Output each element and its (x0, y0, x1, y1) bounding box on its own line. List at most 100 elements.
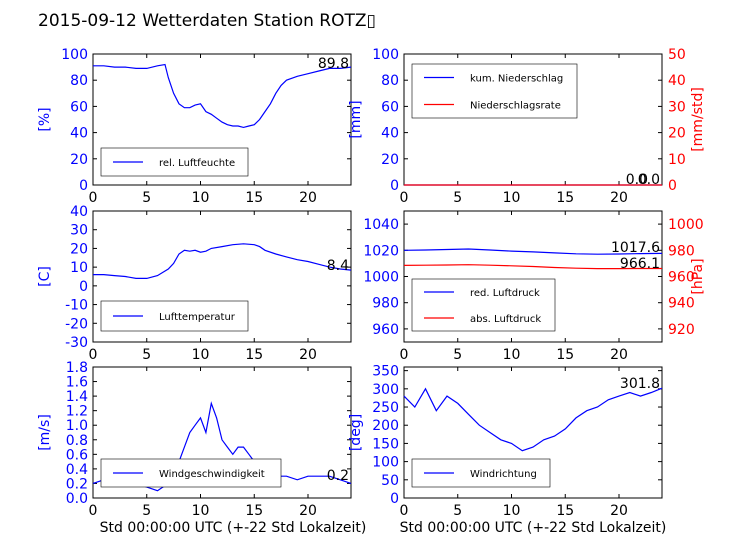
y-tick-label: 150 (372, 436, 399, 452)
panel-windspeed: 0 5 10 15 200.00.20.40.60.81.01.21.41.61.8[m… (37, 360, 352, 519)
axes-frame-winddirection (403, 366, 663, 499)
y-tick-label: 50 (381, 473, 399, 489)
y-right-tick-label: 20 (668, 126, 686, 142)
y-tick-label: 80 (70, 73, 88, 89)
y-tick-label: 40 (70, 204, 88, 220)
y-tick-label: 1040 (363, 217, 399, 233)
y-tick-label: 40 (381, 126, 399, 142)
x-tick-label: 15 (245, 503, 263, 519)
x-tick-label: 10 (192, 503, 210, 519)
y-tick-label: 0.2 (66, 476, 88, 492)
y-tick-label: 0.0 (66, 491, 88, 507)
y-tick-label: 1.8 (66, 360, 88, 376)
x-tick-label: 15 (556, 190, 574, 206)
x-tick-label: 5 (453, 503, 462, 519)
y-tick-label: 100 (61, 47, 88, 63)
panel-temperature: 0 5 10 15 20 -30 -20 -10 0 10 20 30 40 [C] Lufttempera… (37, 204, 352, 363)
legend-label: kum. Niederschlag (470, 74, 563, 85)
panel-winddirection: 0 5 10 15 20050100150200250300350[deg]Windri… (348, 364, 663, 519)
y-tick-label: 30 (70, 223, 88, 239)
x-tick-label: 10 (192, 190, 210, 206)
y-right-tick-label: 0 (668, 178, 677, 194)
y-axis-label: [mm] (348, 100, 364, 138)
x-tick-label: 0 (89, 503, 98, 519)
axes-frame-windspeed (92, 366, 352, 499)
y-right-tick-label: 980 (668, 243, 695, 259)
y-tick-label: 80 (381, 73, 399, 89)
y-tick-label: 60 (70, 99, 88, 115)
x-tick-label: 15 (245, 347, 263, 363)
last-value-annotation: 0.0 (638, 172, 660, 188)
x-tick-label: 0 (400, 347, 409, 363)
legend-box (411, 63, 578, 119)
x-tick-label: 0 (400, 503, 409, 519)
legend-label: Niederschlagsrate (470, 101, 561, 112)
legend-winddirection: Windrichtung (411, 458, 551, 488)
last-value-annotation: 1017.6 (611, 240, 660, 256)
y-tick-label: 60 (381, 99, 399, 115)
x-tick-label: 5 (453, 347, 462, 363)
x-tick-label: 20 (299, 503, 317, 519)
legend-humidity: rel. Luftfeuchte (100, 147, 249, 177)
y-tick-label: 0.8 (66, 433, 88, 449)
x-tick-label: 10 (503, 190, 521, 206)
y-tick-label: 0.6 (66, 447, 88, 463)
y-tick-label: 0 (390, 491, 399, 507)
x-tick-label: 15 (556, 503, 574, 519)
legend-label: abs. Luftdruck (470, 314, 541, 325)
panel-humidity: 0 5 10 15 20 0 20 40 60 80 100 [%] rel. Luftfeuchte 8… (37, 47, 352, 206)
y-axis-label: [deg] (348, 414, 364, 451)
y-tick-label: 10 (70, 260, 88, 276)
legend-label: Windgeschwindigkeit (159, 469, 265, 480)
y-right-tick-label: 40 (668, 73, 686, 89)
x-tick-label: 15 (245, 190, 263, 206)
panel-precipitation: 0 5 10 15 20 0 20 40 60 80 100 0 10 20 30 40 50 [mm/std] [… (348, 47, 706, 206)
y-tick-label: 20 (381, 152, 399, 168)
y-tick-label: 200 (372, 418, 399, 434)
last-value-annotation: 0.0 (626, 172, 648, 188)
y-tick-label: 20 (70, 241, 88, 257)
y-tick-label: 980 (372, 296, 399, 312)
legend-label: rel. Luftfeuchte (159, 158, 235, 169)
y-right-axis-label: [hPa] (690, 258, 706, 294)
axes-frame-temperature (92, 210, 352, 343)
y-tick-label: 20 (70, 152, 88, 168)
y-tick-label: 1000 (363, 270, 399, 286)
y-tick-label: 1.0 (66, 418, 88, 434)
x-tick-label: 5 (142, 503, 151, 519)
y-right-tick-label: 960 (668, 270, 695, 286)
series-line-Windrichtung (403, 387, 663, 452)
x-tick-label: 5 (453, 190, 462, 206)
x-tick-label: 10 (503, 347, 521, 363)
series-line-rel. Luftfeuchte (93, 63, 352, 129)
last-value-annotation: 8.4 (327, 258, 349, 274)
x-tick-label: 15 (556, 347, 574, 363)
y-axis-label: [%] (37, 107, 53, 131)
y-tick-label: 0 (79, 279, 88, 295)
x-tick-label: 5 (142, 190, 151, 206)
axes-frame-humidity (92, 53, 352, 186)
series-line-Lufttemperatur (93, 243, 352, 279)
x-tick-label: 20 (610, 347, 628, 363)
x-tick-label: 20 (610, 190, 628, 206)
y-tick-label: 100 (372, 455, 399, 471)
y-tick-label: 1020 (363, 243, 399, 259)
y-right-tick-label: 1000 (668, 217, 704, 233)
x-axis-label-right: Std 00:00:00 UTC (+-22 Std Lokalzeit) (400, 520, 667, 536)
x-tick-label: 10 (503, 503, 521, 519)
x-tick-label: 0 (89, 190, 98, 206)
y-tick-label: 0 (79, 178, 88, 194)
panel-pressure: 0 5 10 15 20 960 980 1000 1020 1040 920 940 960 980 10… (363, 210, 706, 363)
y-tick-label: 300 (372, 382, 399, 398)
y-tick-label: -10 (65, 298, 88, 314)
y-tick-label: 960 (372, 322, 399, 338)
x-tick-label: 20 (299, 347, 317, 363)
y-axis-label: [m/s] (37, 414, 53, 451)
legend-box (411, 278, 556, 332)
y-right-tick-label: 10 (668, 152, 686, 168)
legend-label: Lufttemperatur (159, 312, 236, 323)
legend-precipitation: kum. Niederschlag Niederschlagsrate (411, 63, 578, 119)
x-tick-label: 10 (192, 347, 210, 363)
y-tick-label: 0.4 (66, 462, 88, 478)
